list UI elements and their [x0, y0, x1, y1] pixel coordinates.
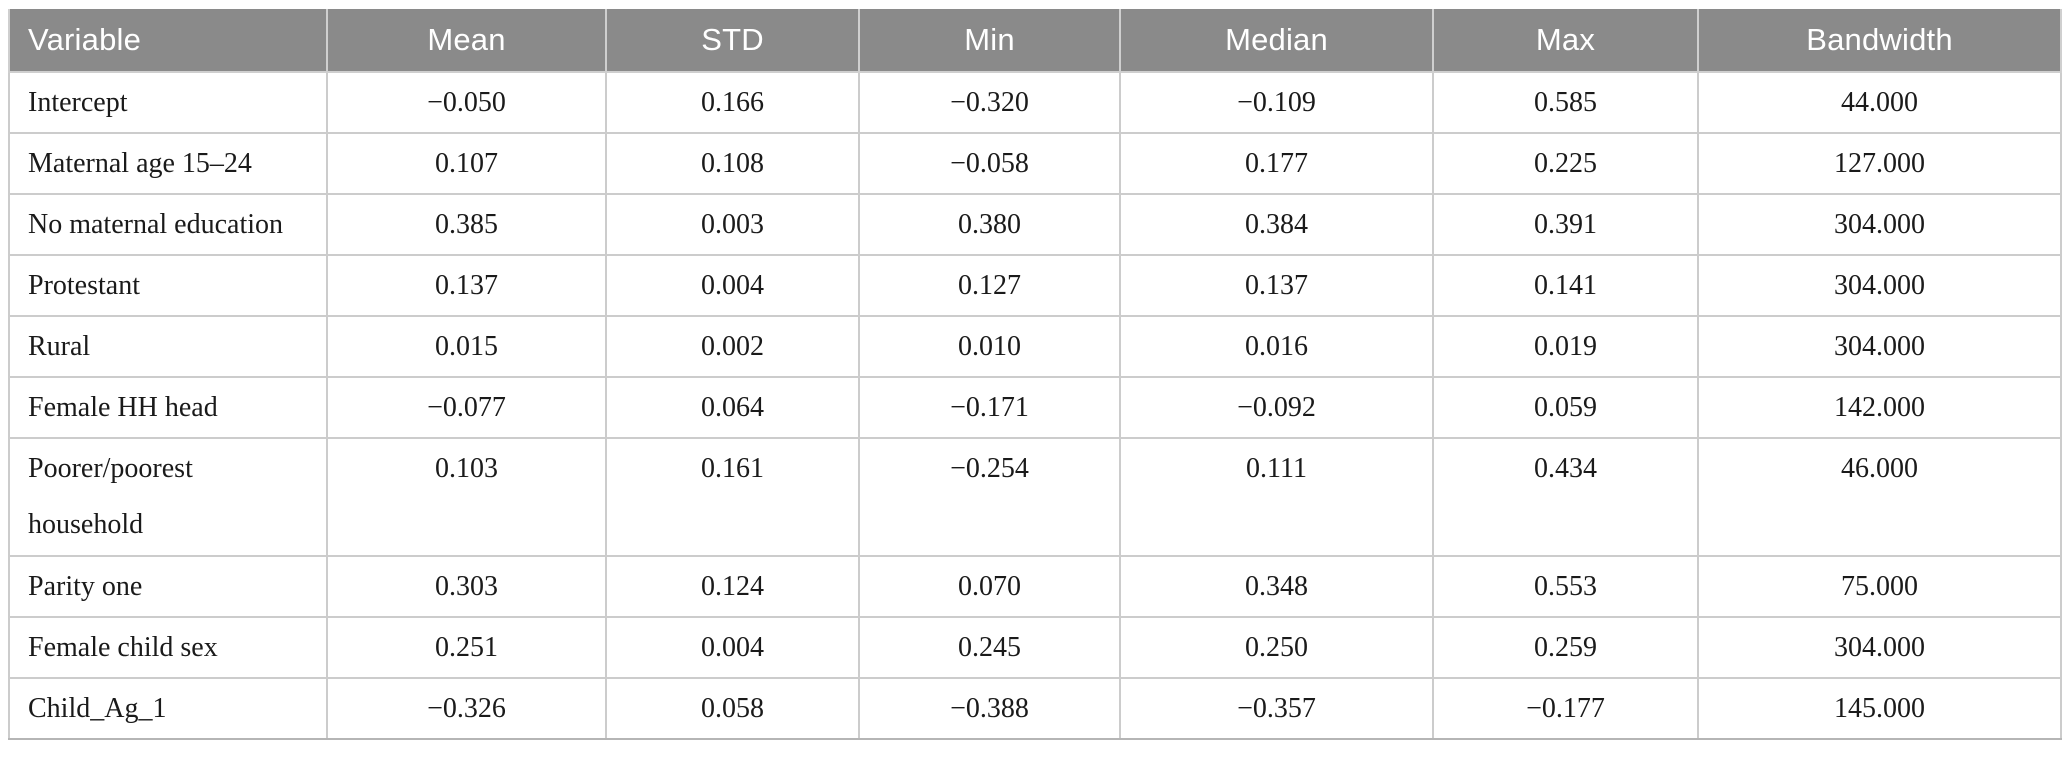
- cell-mean: 0.251: [326, 616, 607, 679]
- col-header-min: Min: [858, 9, 1121, 73]
- table-row-maternal-age: Maternal age 15–24 0.107 0.108 −0.058 0.…: [8, 132, 2062, 195]
- cell-variable: No maternal education: [8, 193, 328, 256]
- cell-variable: Poorer/poorest household: [8, 437, 328, 557]
- cell-bandwidth: 44.000: [1697, 71, 2062, 134]
- col-header-mean: Mean: [326, 9, 607, 73]
- cell-std: 0.064: [605, 376, 860, 439]
- table-row-female-child-sex: Female child sex 0.251 0.004 0.245 0.250…: [8, 616, 2062, 679]
- cell-min: −0.171: [858, 376, 1121, 439]
- cell-std: 0.002: [605, 315, 860, 378]
- cell-std: 0.161: [605, 437, 860, 557]
- cell-mean: 0.385: [326, 193, 607, 256]
- cell-max: 0.225: [1432, 132, 1699, 195]
- cell-max: 0.019: [1432, 315, 1699, 378]
- col-header-bandwidth: Bandwidth: [1697, 9, 2062, 73]
- cell-min: −0.320: [858, 71, 1121, 134]
- cell-min: 0.127: [858, 254, 1121, 317]
- cell-min: 0.070: [858, 555, 1121, 618]
- cell-variable: Female child sex: [8, 616, 328, 679]
- cell-bandwidth: 75.000: [1697, 555, 2062, 618]
- cell-bandwidth: 46.000: [1697, 437, 2062, 557]
- cell-max: 0.391: [1432, 193, 1699, 256]
- cell-bandwidth: 127.000: [1697, 132, 2062, 195]
- cell-bandwidth: 304.000: [1697, 193, 2062, 256]
- cell-bandwidth: 304.000: [1697, 315, 2062, 378]
- cell-min: −0.388: [858, 677, 1121, 740]
- cell-median: 0.177: [1119, 132, 1434, 195]
- header-row: Variable Mean STD Min Median Max Bandwid…: [8, 9, 2062, 73]
- table-row-poorer-poorest-household: Poorer/poorest household 0.103 0.161 −0.…: [8, 437, 2062, 557]
- cell-bandwidth: 304.000: [1697, 254, 2062, 317]
- cell-median: 0.016: [1119, 315, 1434, 378]
- table-row-intercept: Intercept −0.050 0.166 −0.320 −0.109 0.5…: [8, 71, 2062, 134]
- table-row-child-ag-1: Child_Ag_1 −0.326 0.058 −0.388 −0.357 −0…: [8, 677, 2062, 740]
- table-row-protestant: Protestant 0.137 0.004 0.127 0.137 0.141…: [8, 254, 2062, 317]
- cell-min: −0.254: [858, 437, 1121, 557]
- cell-mean: −0.077: [326, 376, 607, 439]
- cell-max: 0.585: [1432, 71, 1699, 134]
- table-row-female-hh-head: Female HH head −0.077 0.064 −0.171 −0.09…: [8, 376, 2062, 439]
- cell-median: −0.109: [1119, 71, 1434, 134]
- cell-max: 0.059: [1432, 376, 1699, 439]
- cell-min: 0.245: [858, 616, 1121, 679]
- cell-variable: Child_Ag_1: [8, 677, 328, 740]
- cell-bandwidth: 142.000: [1697, 376, 2062, 439]
- cell-median: −0.357: [1119, 677, 1434, 740]
- cell-min: 0.380: [858, 193, 1121, 256]
- table-row-rural: Rural 0.015 0.002 0.010 0.016 0.019 304.…: [8, 315, 2062, 378]
- cell-median: 0.348: [1119, 555, 1434, 618]
- cell-std: 0.058: [605, 677, 860, 740]
- cell-min: −0.058: [858, 132, 1121, 195]
- cell-std: 0.004: [605, 254, 860, 317]
- cell-bandwidth: 304.000: [1697, 616, 2062, 679]
- col-header-std: STD: [605, 9, 860, 73]
- cell-max: 0.553: [1432, 555, 1699, 618]
- cell-variable: Rural: [8, 315, 328, 378]
- table-row-parity-one: Parity one 0.303 0.124 0.070 0.348 0.553…: [8, 555, 2062, 618]
- cell-mean: −0.326: [326, 677, 607, 740]
- cell-max: −0.177: [1432, 677, 1699, 740]
- cell-std: 0.124: [605, 555, 860, 618]
- cell-variable: Protestant: [8, 254, 328, 317]
- cell-mean: 0.303: [326, 555, 607, 618]
- cell-std: 0.004: [605, 616, 860, 679]
- cell-mean: 0.015: [326, 315, 607, 378]
- cell-median: 0.384: [1119, 193, 1434, 256]
- col-header-max: Max: [1432, 9, 1699, 73]
- cell-variable: Maternal age 15–24: [8, 132, 328, 195]
- table-row-no-maternal-education: No maternal education 0.385 0.003 0.380 …: [8, 193, 2062, 256]
- cell-max: 0.141: [1432, 254, 1699, 317]
- cell-variable: Intercept: [8, 71, 328, 134]
- summary-statistics-table-container: Variable Mean STD Min Median Max Bandwid…: [8, 9, 2062, 740]
- cell-variable: Female HH head: [8, 376, 328, 439]
- cell-mean: 0.137: [326, 254, 607, 317]
- cell-max: 0.259: [1432, 616, 1699, 679]
- cell-bandwidth: 145.000: [1697, 677, 2062, 740]
- cell-median: 0.137: [1119, 254, 1434, 317]
- cell-median: 0.250: [1119, 616, 1434, 679]
- cell-median: 0.111: [1119, 437, 1434, 557]
- cell-variable: Parity one: [8, 555, 328, 618]
- cell-median: −0.092: [1119, 376, 1434, 439]
- cell-mean: −0.050: [326, 71, 607, 134]
- cell-max: 0.434: [1432, 437, 1699, 557]
- summary-statistics-table: Variable Mean STD Min Median Max Bandwid…: [8, 9, 2062, 740]
- col-header-median: Median: [1119, 9, 1434, 73]
- cell-min: 0.010: [858, 315, 1121, 378]
- cell-std: 0.108: [605, 132, 860, 195]
- cell-std: 0.166: [605, 71, 860, 134]
- cell-std: 0.003: [605, 193, 860, 256]
- col-header-variable: Variable: [8, 9, 328, 73]
- cell-mean: 0.103: [326, 437, 607, 557]
- cell-mean: 0.107: [326, 132, 607, 195]
